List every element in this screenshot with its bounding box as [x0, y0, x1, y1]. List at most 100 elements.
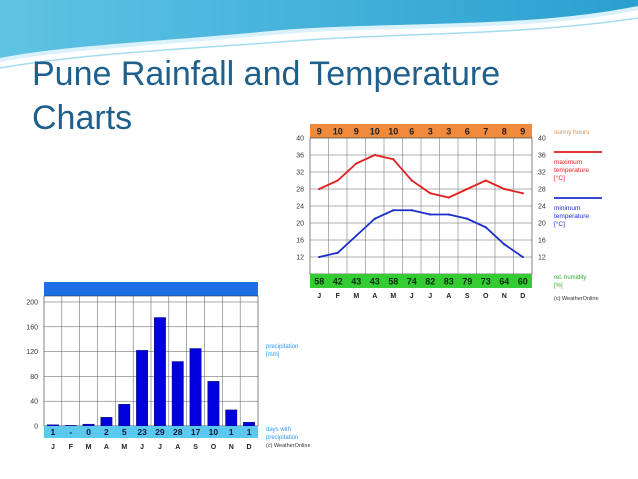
rain-month-label: N: [229, 444, 234, 451]
rain-days-label: 17: [191, 427, 201, 437]
temp-humidity-label: 42: [333, 277, 343, 287]
temp-humidity-label: 58: [314, 277, 324, 287]
wave-line-2: [0, 17, 638, 69]
temp-y-tick-right: 40: [538, 136, 546, 143]
temp-min-line-point: [447, 213, 450, 216]
temp-min-line: [319, 209, 524, 258]
rain-header-band: [44, 282, 258, 296]
rain-y-tick-label: 200: [26, 300, 38, 307]
temp-legend-min-label: temperature: [554, 213, 589, 220]
temp-y-tick-left: 40: [296, 136, 304, 143]
rain-legend-precip-label: precipitation: [266, 344, 298, 350]
temp-legend-max-label: temperature: [554, 167, 589, 174]
temp-sunny-label: 3: [446, 127, 451, 137]
rain-credit: (c) WeatherOnline: [266, 443, 311, 449]
rain-days-label: 23: [137, 427, 147, 437]
temp-max-line-point: [429, 192, 432, 195]
temp-max-line: [318, 154, 523, 199]
slide-title: Pune Rainfall and Temperature Charts: [32, 55, 501, 137]
temp-humidity-label: 43: [351, 277, 361, 287]
temp-humidity-band: [310, 274, 532, 288]
temp-sunny-label: 10: [388, 127, 398, 137]
temp-y-tick-right: 16: [538, 238, 546, 245]
temp-min-line-point: [318, 255, 321, 259]
temp-y-tick-left: 20: [296, 221, 304, 228]
temp-max-line-point: [503, 187, 506, 191]
rain-days-label: 1: [51, 427, 56, 437]
temp-sunny-label: 6: [465, 127, 470, 137]
rain-bar: [189, 348, 202, 427]
temp-min-line-point: [336, 251, 339, 254]
rain-days-band: [44, 426, 258, 438]
temp-sunny-label: 9: [520, 127, 525, 137]
rain-month-label: M: [121, 444, 127, 451]
rain-legend-precip-unit: [mm]: [266, 352, 280, 358]
rain-month-label: J: [140, 444, 144, 451]
temp-sunny-label: 8: [502, 127, 507, 137]
temp-month-label: D: [520, 293, 525, 300]
rain-y-tick-label: 160: [26, 324, 38, 331]
temp-max-line-point: [484, 179, 487, 182]
temp-y-tick-right: 24: [538, 204, 546, 211]
temp-sunny-band: [310, 124, 532, 138]
temp-sunny-label: 6: [409, 127, 414, 137]
temp-max-line-point: [392, 158, 395, 161]
temp-humidity-label: 64: [499, 277, 509, 287]
rain-month-label: S: [193, 444, 198, 451]
temp-legend-min-label: [°C]: [554, 220, 565, 228]
rain-days-label: -: [69, 427, 72, 437]
rainfall-chart: 0 40 80 120 160 200 1 - 0 2 5 23 29 28 17 10 1 1 J F M A M J J A S…: [26, 282, 311, 451]
temp-min-line-point: [355, 234, 358, 237]
rain-bar: [171, 361, 184, 427]
wave-line-1: [0, 6, 638, 62]
temp-legend-sunny: sunny hours: [554, 129, 590, 136]
rain-y-tick-label: 120: [26, 349, 38, 356]
temp-max-line-point: [466, 187, 469, 191]
rain-days-label: 0: [86, 427, 91, 437]
temp-y-tick-right: 12: [538, 255, 546, 262]
temp-min-line-point: [503, 243, 506, 246]
temp-humidity-label: 83: [444, 277, 454, 287]
temp-humidity-label: 79: [462, 277, 472, 287]
temp-max-line-point: [373, 153, 376, 157]
temp-month-label: A: [446, 293, 451, 300]
temp-sunny-label: 10: [333, 127, 343, 137]
temp-sunny-label: 9: [317, 127, 322, 137]
rain-y-tick-label: 40: [30, 399, 38, 406]
temp-legend-max-label: [°C]: [554, 174, 565, 182]
temp-legend-humidity-label: [%]: [554, 283, 563, 289]
temp-sunny-label: 10: [370, 127, 380, 137]
temp-min-line-point: [521, 255, 524, 259]
temp-min-line-point: [484, 226, 487, 229]
rain-days-label: 1: [229, 427, 234, 437]
rain-month-label: J: [158, 444, 162, 451]
temp-month-label: N: [502, 293, 507, 300]
temp-humidity-label: 60: [518, 277, 528, 287]
temp-y-tick-right: 20: [538, 221, 546, 228]
temp-sunny-label: 9: [354, 127, 359, 137]
rain-bar: [82, 423, 95, 427]
rain-month-label: A: [104, 444, 109, 451]
header-waves: [0, 0, 638, 69]
temp-credit: (c) WeatherOnline: [554, 296, 599, 302]
temp-max-line-point: [447, 196, 450, 199]
temp-humidity-label: 43: [370, 277, 380, 287]
temp-month-label: J: [410, 293, 414, 300]
rain-bar: [154, 317, 166, 427]
rain-bar: [100, 417, 113, 427]
rain-bar: [243, 422, 255, 427]
rain-bar: [64, 425, 77, 427]
temp-max-line-point: [410, 179, 413, 182]
temp-y-tick-left: 32: [296, 170, 304, 177]
wave-fill: [0, 0, 638, 60]
rain-y-tick-label: 0: [34, 424, 38, 431]
temp-humidity-label: 82: [425, 277, 435, 287]
temp-month-label: J: [317, 293, 321, 300]
rain-days-label: 5: [122, 427, 127, 437]
temp-min-line-point: [410, 209, 413, 212]
rain-bar: [136, 350, 148, 427]
temp-humidity-label: 58: [388, 277, 398, 287]
temp-month-label: O: [483, 293, 489, 300]
rain-legend-days-label-2: precipitation: [266, 435, 298, 441]
